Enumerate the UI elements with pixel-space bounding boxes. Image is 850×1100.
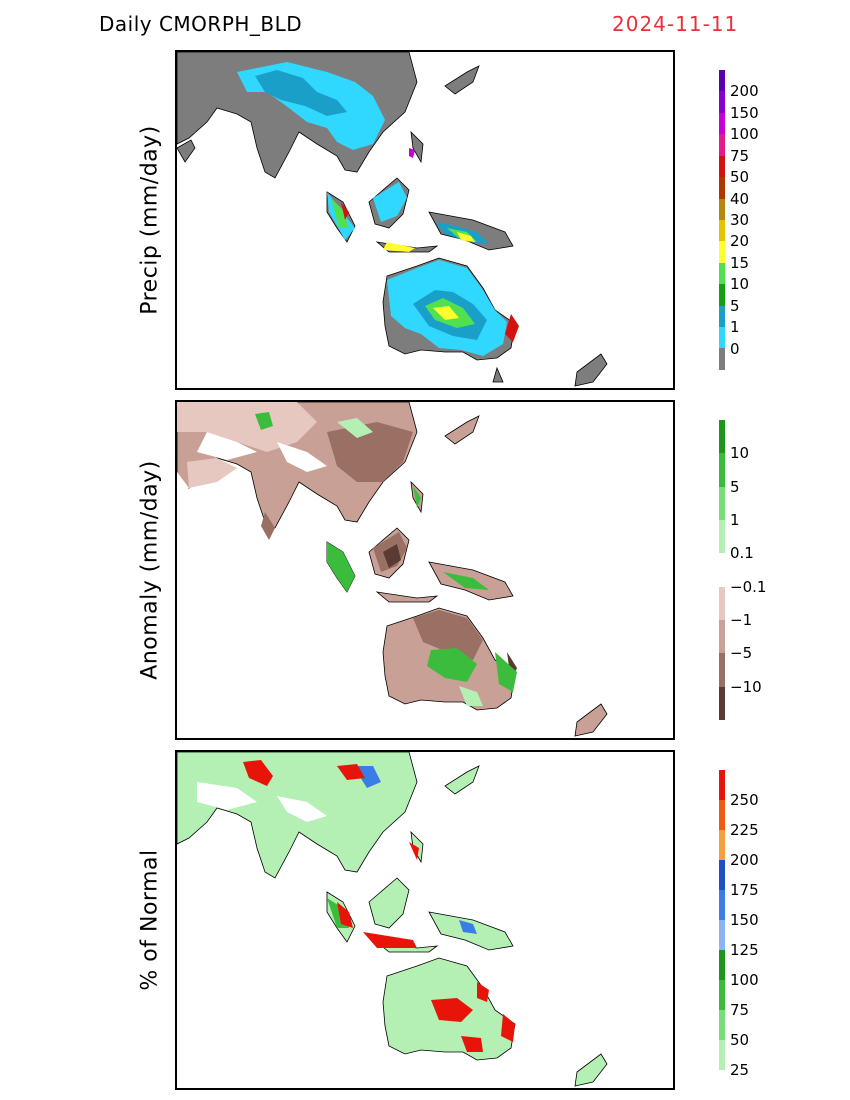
colorbar-tick-label: −1 [730,611,753,629]
anomaly-white [177,432,327,498]
precip-orange-red [341,202,519,342]
percent-normal-axis-label: % of Normal [137,849,163,991]
colorbar-tick-label: 100 [730,125,759,144]
colorbar-segment [719,198,725,220]
colorbar-segment [719,241,725,263]
colorbar-segment [719,134,725,156]
anomaly-darkest [383,544,517,682]
precip-yellow [383,232,475,320]
colorbar-segment [719,420,725,454]
colorbar-tick-label: 0.1 [730,544,754,563]
colorbar-segment [719,980,725,1010]
colorbar-segment [719,453,725,487]
colorbar-tick-label: 150 [730,911,759,929]
map-date: 2024-11-11 [612,12,739,36]
colorbar-tick-label: 1 [730,318,740,337]
colorbar-segment [719,348,725,370]
colorbar-tick-label: 250 [730,791,759,809]
pct-white [197,782,327,822]
colorbar-segment [719,327,725,349]
colorbar-tick-label: 150 [730,103,759,122]
colorbar-segment [719,770,725,800]
colorbar-tick-label: 5 [730,477,740,496]
colorbar-segment [719,950,725,980]
colorbar-tick-label: 0 [730,339,740,358]
colorbar-tick-label: 1 [730,511,740,529]
colorbar-segment [719,262,725,285]
colorbar-segment [719,1040,725,1070]
colorbar-tick-label: 25 [730,1061,750,1079]
anomaly-light [177,402,317,488]
precip-map-panel [175,50,675,390]
anomaly-green [255,412,517,692]
percent-normal-map-panel [175,750,675,1090]
colorbar-tick-label: 75 [730,146,750,165]
map-title: Daily CMORPH_BLD [99,12,303,36]
colorbar-segment [719,586,725,620]
colorbar-tick-label: 75 [730,1001,750,1019]
colorbar-tick-label: 50 [730,1031,750,1049]
colorbar-segment [719,800,725,830]
anomaly-map [177,402,608,737]
colorbar-segment [719,553,725,587]
colorbar-segment [719,91,725,113]
anomaly-axis-label: Anomaly (mm/day) [137,460,163,680]
colorbar-segment [719,70,725,92]
anomaly-map-panel [175,400,675,740]
colorbar-segment [719,686,725,720]
colorbar-tick-label: −5 [730,644,753,663]
colorbar-segment [719,177,725,199]
colorbar-segment [719,920,725,950]
colorbar-tick-label: 5 [730,296,740,315]
precip-magenta [409,148,415,158]
land-base [177,52,608,387]
anomaly-colorbar [719,420,725,720]
colorbar-tick-label: 10 [730,444,750,463]
colorbar-segment [719,284,725,306]
colorbar-tick-label: 15 [730,253,750,272]
pct-red [243,760,515,1052]
colorbar-tick-label: 225 [730,821,759,839]
colorbar-tick-label: −0.1 [730,577,767,596]
colorbar-segment [719,890,725,920]
anomaly-pale-green [337,418,483,706]
colorbar-tick-label: −10 [730,677,762,696]
colorbar-segment [719,860,725,890]
precip-colorbar [719,70,725,370]
colorbar-segment [719,112,725,135]
precip-axis-label: Precip (mm/day) [137,125,163,315]
percent-normal-colorbar [719,770,725,1070]
colorbar-tick-label: 100 [730,971,759,989]
colorbar-segment [719,619,725,654]
colorbar-tick-label: 20 [730,232,750,251]
colorbar-tick-label: 175 [730,881,759,899]
precip-map [177,52,608,387]
colorbar-segment [719,830,725,860]
colorbar-segment [719,519,725,554]
colorbar-segment [719,155,725,178]
colorbar-segment [719,486,725,520]
colorbar-tick-label: 30 [730,211,750,229]
colorbar-tick-label: 10 [730,275,750,294]
colorbar-tick-label: 40 [730,189,750,208]
colorbar-segment [719,219,725,242]
colorbar-segment [719,653,725,687]
colorbar-segment [719,305,725,328]
colorbar-tick-label: 200 [730,851,759,869]
percent-normal-map [177,752,608,1087]
colorbar-tick-label: 50 [730,168,750,187]
colorbar-tick-label: 125 [730,941,759,959]
colorbar-tick-label: 200 [730,82,759,101]
colorbar-segment [719,1010,725,1040]
